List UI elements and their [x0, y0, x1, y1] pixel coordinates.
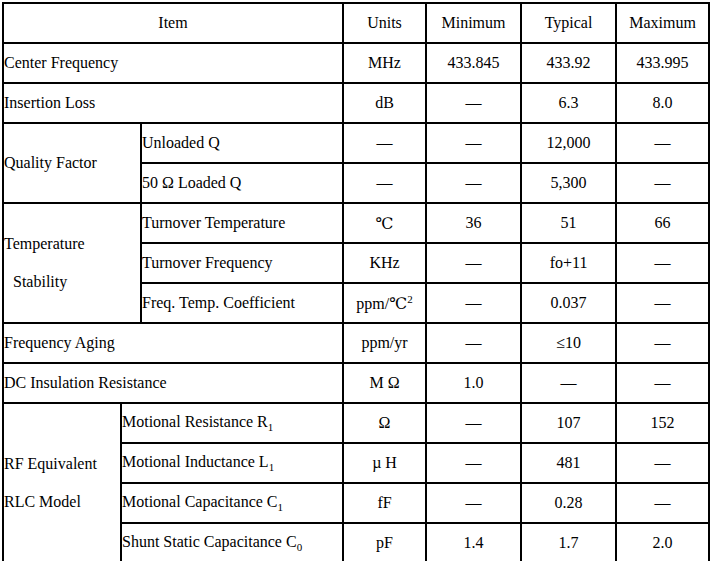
- item-label: Unloaded Q: [141, 123, 343, 163]
- header-item: Item: [3, 3, 343, 43]
- item-label: DC Insulation Resistance: [3, 363, 343, 403]
- min-cell: 36: [426, 203, 521, 243]
- max-cell: 2.0: [616, 523, 709, 561]
- item-text: Motional Inductance L: [122, 453, 269, 470]
- item-subscript: 1: [269, 461, 275, 473]
- item-label: Center Frequency: [3, 43, 343, 83]
- min-cell: —: [426, 163, 521, 203]
- typ-cell: 0.28: [521, 483, 616, 523]
- unit-cell: ppm/yr: [343, 323, 426, 363]
- item-text: Motional Capacitance C: [122, 493, 278, 510]
- min-cell: —: [426, 323, 521, 363]
- min-cell: —: [426, 403, 521, 443]
- item-subscript: 0: [297, 541, 303, 553]
- unit-cell: M Ω: [343, 363, 426, 403]
- typ-cell: ≤10: [521, 323, 616, 363]
- max-cell: —: [616, 323, 709, 363]
- typ-cell: 481: [521, 443, 616, 483]
- header-units: Units: [343, 3, 426, 43]
- table-row-turnover-temperature: Temperature Stability Turnover Temperatu…: [3, 203, 709, 243]
- typ-cell: 1.7: [521, 523, 616, 561]
- unit-cell: Ω: [343, 403, 426, 443]
- item-label: Motional Capacitance C1: [121, 483, 343, 523]
- item-label: Turnover Temperature: [141, 203, 343, 243]
- header-maximum: Maximum: [616, 3, 709, 43]
- max-cell: —: [616, 163, 709, 203]
- typ-cell: fo+11: [521, 243, 616, 283]
- table-row-dc-insulation-resistance: DC Insulation Resistance M Ω 1.0 — —: [3, 363, 709, 403]
- min-cell: —: [426, 283, 521, 323]
- typ-cell: 5,300: [521, 163, 616, 203]
- group-label-quality-factor: Quality Factor: [3, 123, 141, 203]
- item-label: Freq. Temp. Coefficient: [141, 283, 343, 323]
- min-cell: —: [426, 123, 521, 163]
- max-cell: —: [616, 283, 709, 323]
- typ-cell: 433.92: [521, 43, 616, 83]
- item-label: 50 Ω Loaded Q: [141, 163, 343, 203]
- typ-cell: 0.037: [521, 283, 616, 323]
- min-cell: —: [426, 443, 521, 483]
- unit-cell: ℃: [343, 203, 426, 243]
- group-line-temperature: Temperature: [4, 225, 140, 263]
- max-cell: —: [616, 483, 709, 523]
- item-label: Shunt Static Capacitance C0: [121, 523, 343, 561]
- spec-sheet-page: Item Units Minimum Typical Maximum Cente…: [0, 0, 710, 561]
- min-cell: —: [426, 83, 521, 123]
- min-cell: 433.845: [426, 43, 521, 83]
- item-label: Turnover Frequency: [141, 243, 343, 283]
- min-cell: 1.0: [426, 363, 521, 403]
- unit-cell: —: [343, 163, 426, 203]
- table-row-motional-resistance: RF Equivalent RLC Model Motional Resista…: [3, 403, 709, 443]
- max-cell: —: [616, 243, 709, 283]
- min-cell: —: [426, 243, 521, 283]
- max-cell: 152: [616, 403, 709, 443]
- typ-cell: 51: [521, 203, 616, 243]
- unit-cell: pF: [343, 523, 426, 561]
- group-label-rf-equivalent-rlc-model: RF Equivalent RLC Model: [3, 403, 121, 561]
- table-row-frequency-aging: Frequency Aging ppm/yr — ≤10 —: [3, 323, 709, 363]
- table-row-center-frequency: Center Frequency MHz 433.845 433.92 433.…: [3, 43, 709, 83]
- min-cell: 1.4: [426, 523, 521, 561]
- unit-cell: MHz: [343, 43, 426, 83]
- unit-cell: —: [343, 123, 426, 163]
- group-line-rf-equivalent: RF Equivalent: [4, 445, 120, 483]
- unit-cell: fF: [343, 483, 426, 523]
- unit-cell: dB: [343, 83, 426, 123]
- header-typical: Typical: [521, 3, 616, 43]
- min-cell: —: [426, 483, 521, 523]
- unit-cell: ppm/℃2: [343, 283, 426, 323]
- item-text: Shunt Static Capacitance C: [122, 533, 297, 550]
- unit-cell: µ H: [343, 443, 426, 483]
- header-row: Item Units Minimum Typical Maximum: [3, 3, 709, 43]
- typ-cell: 12,000: [521, 123, 616, 163]
- typ-cell: 6.3: [521, 83, 616, 123]
- item-label: Frequency Aging: [3, 323, 343, 363]
- item-label: Insertion Loss: [3, 83, 343, 123]
- max-cell: —: [616, 443, 709, 483]
- item-text: Motional Resistance R: [122, 413, 268, 430]
- table-row-insertion-loss: Insertion Loss dB — 6.3 8.0: [3, 83, 709, 123]
- group-line-stability: Stability: [4, 263, 140, 301]
- max-cell: —: [616, 363, 709, 403]
- header-minimum: Minimum: [426, 3, 521, 43]
- item-subscript: 1: [278, 501, 284, 513]
- unit-superscript: 2: [407, 293, 413, 305]
- item-subscript: 1: [268, 421, 274, 433]
- group-line-rlc-model: RLC Model: [4, 483, 120, 521]
- specification-table: Item Units Minimum Typical Maximum Cente…: [2, 2, 710, 561]
- group-label-temperature-stability: Temperature Stability: [3, 203, 141, 323]
- max-cell: 8.0: [616, 83, 709, 123]
- unit-cell: KHz: [343, 243, 426, 283]
- typ-cell: —: [521, 363, 616, 403]
- max-cell: —: [616, 123, 709, 163]
- max-cell: 66: [616, 203, 709, 243]
- item-label: Motional Inductance L1: [121, 443, 343, 483]
- max-cell: 433.995: [616, 43, 709, 83]
- unit-text: ppm/℃: [356, 295, 407, 312]
- item-label: Motional Resistance R1: [121, 403, 343, 443]
- table-row-unloaded-q: Quality Factor Unloaded Q — — 12,000 —: [3, 123, 709, 163]
- typ-cell: 107: [521, 403, 616, 443]
